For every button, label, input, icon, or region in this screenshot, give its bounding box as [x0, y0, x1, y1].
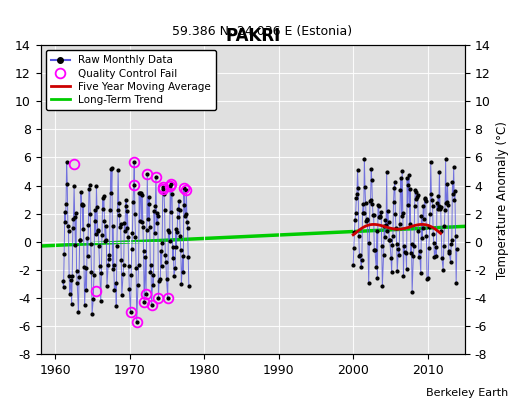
Y-axis label: Temperature Anomaly (°C): Temperature Anomaly (°C) [496, 121, 509, 278]
Title: PAKRI: PAKRI [225, 27, 280, 45]
Legend: Raw Monthly Data, Quality Control Fail, Five Year Moving Average, Long-Term Tren: Raw Monthly Data, Quality Control Fail, … [46, 50, 216, 110]
Text: Berkeley Earth: Berkeley Earth [426, 388, 508, 398]
Text: 59.386 N, 24.036 E (Estonia): 59.386 N, 24.036 E (Estonia) [172, 25, 352, 38]
